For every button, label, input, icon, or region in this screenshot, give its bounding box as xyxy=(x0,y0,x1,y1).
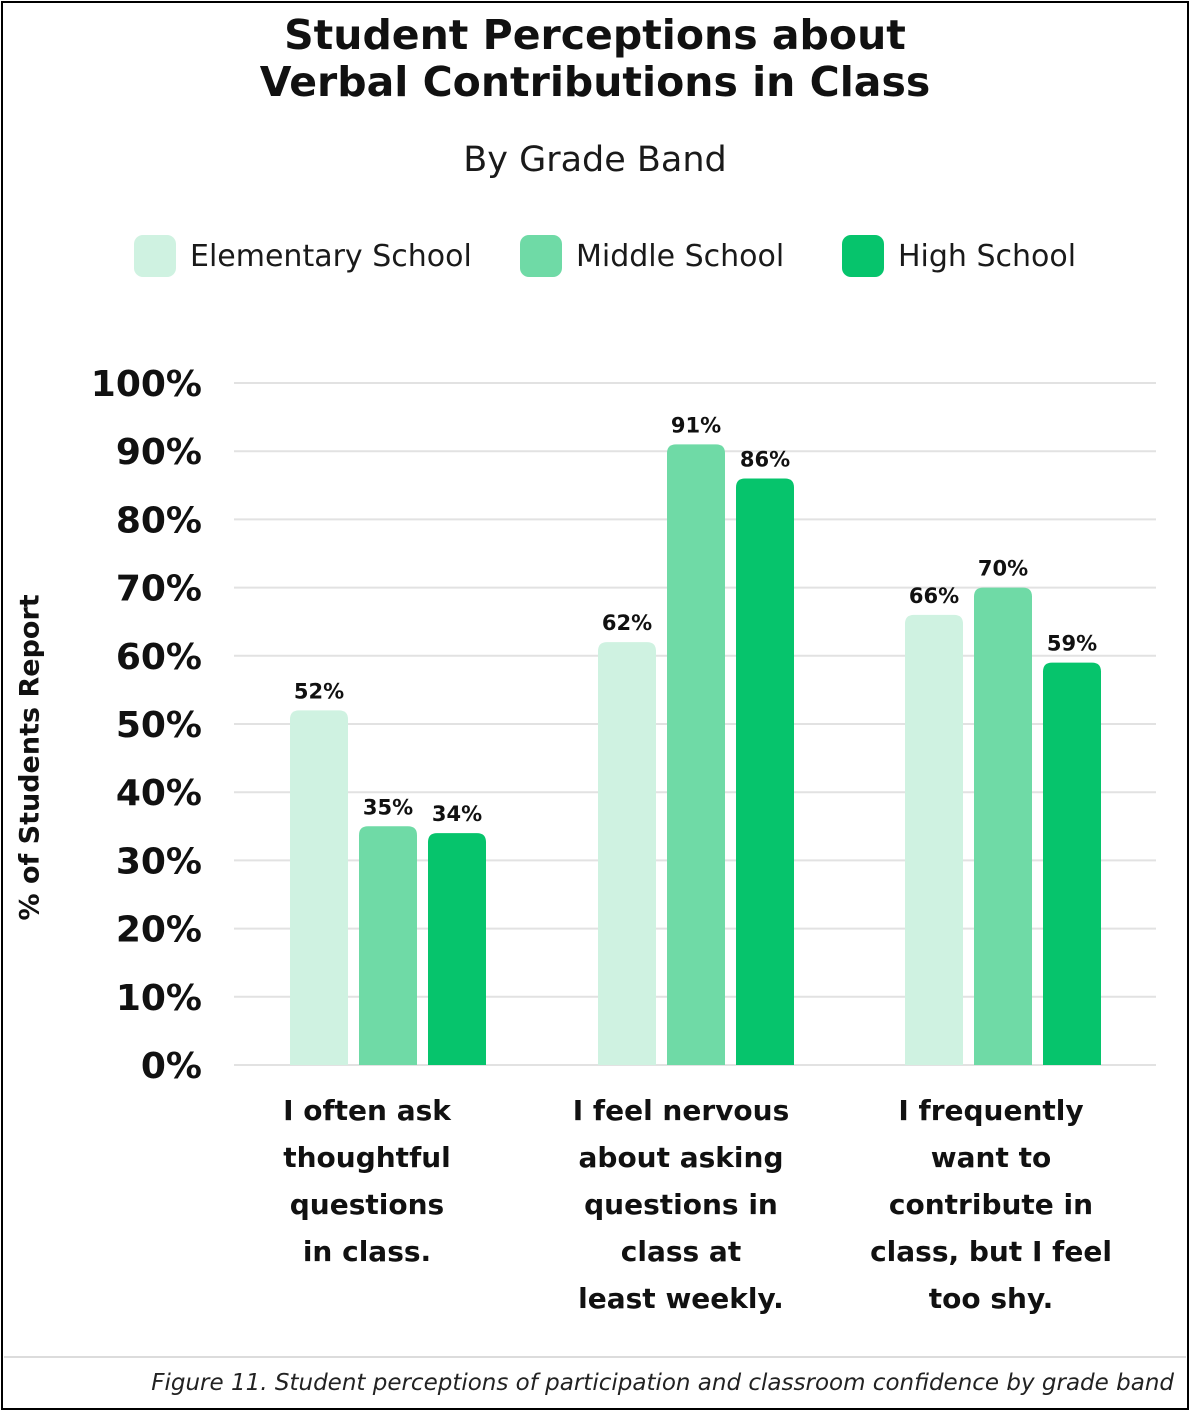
category-label-too-shy: I frequently want to contribute in class… xyxy=(870,1094,1112,1315)
legend-item-high: High School xyxy=(842,234,1076,278)
caption-divider xyxy=(4,1356,1186,1358)
legend-swatch-high xyxy=(842,235,884,277)
bar-middle-3 xyxy=(974,587,1032,1065)
y-tick-label: 40% xyxy=(116,773,202,814)
bar-elementary-3 xyxy=(905,614,963,1065)
legend-label-high: High School xyxy=(898,238,1077,274)
legend-label-middle: Middle School xyxy=(576,238,785,274)
data-label-middle-1: 35% xyxy=(363,795,413,819)
y-tick-label: 50% xyxy=(116,705,202,746)
legend-item-elementary: Elementary School xyxy=(134,234,472,278)
data-label-middle-2: 91% xyxy=(671,413,721,437)
y-tick-label: 20% xyxy=(116,910,202,951)
figure-caption: Figure 11. Student perceptions of partic… xyxy=(151,1370,1174,1396)
chart-title-line-2: Verbal Contributions in Class xyxy=(259,58,931,106)
bar-high-1 xyxy=(428,833,486,1065)
y-tick-label: 80% xyxy=(116,500,202,541)
chart-subtitle: By Grade Band xyxy=(463,140,727,180)
y-axis-title: % of Students Report xyxy=(14,594,46,921)
y-tick-label: 10% xyxy=(116,978,202,1019)
y-tick-label: 70% xyxy=(116,569,202,610)
y-tick-label: 90% xyxy=(116,432,202,473)
bar-middle-1 xyxy=(359,826,417,1065)
legend-item-middle: Middle School xyxy=(520,234,784,278)
legend-swatch-middle xyxy=(520,235,562,277)
data-label-middle-3: 70% xyxy=(978,557,1028,581)
category-label-ask-questions: I often ask thoughtful questions in clas… xyxy=(283,1094,451,1268)
data-label-elementary-3: 66% xyxy=(909,584,959,608)
data-label-high-3: 59% xyxy=(1047,632,1097,656)
bar-elementary-1 xyxy=(290,710,348,1065)
bar-high-2 xyxy=(736,478,794,1066)
chart-title-line-1: Student Perceptions about xyxy=(284,11,906,59)
y-tick-label: 100% xyxy=(91,364,202,405)
y-tick-label: 60% xyxy=(116,637,202,678)
data-label-high-2: 86% xyxy=(740,447,790,471)
category-label-nervous: I feel nervous about asking questions in… xyxy=(572,1094,790,1315)
chart-title: Student Perceptions about Verbal Contrib… xyxy=(0,12,1190,106)
bar-high-3 xyxy=(1043,662,1101,1065)
data-label-elementary-1: 52% xyxy=(294,679,344,703)
y-tick-label: 30% xyxy=(116,841,202,882)
bar-elementary-2 xyxy=(598,642,656,1065)
data-label-elementary-2: 62% xyxy=(602,611,652,635)
y-tick-label: 0% xyxy=(141,1046,202,1087)
legend-label-elementary: Elementary School xyxy=(190,238,472,274)
bar-middle-2 xyxy=(667,444,725,1065)
legend-swatch-elementary xyxy=(134,235,176,277)
data-label-high-1: 34% xyxy=(432,802,482,826)
